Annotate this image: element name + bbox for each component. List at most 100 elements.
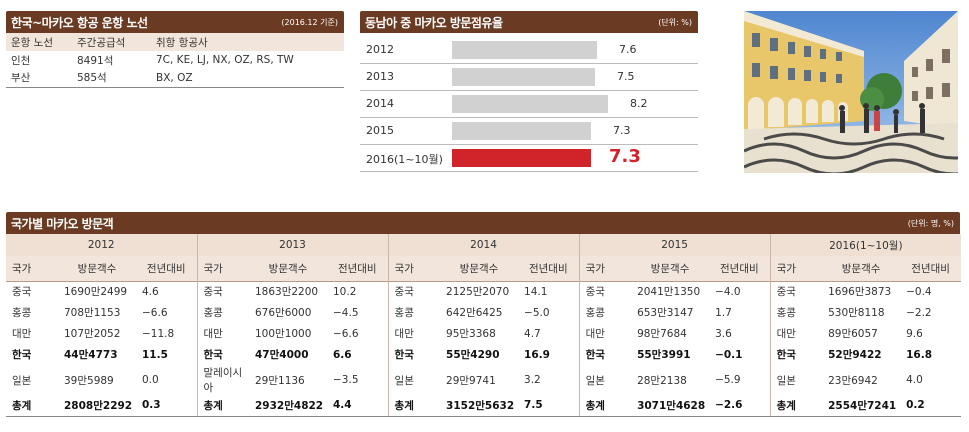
share-divider xyxy=(360,90,698,91)
country-cell: 홍콩 xyxy=(387,302,441,323)
route-title: 한국~마카오 항공 운항 노선 xyxy=(11,15,148,30)
share-value: 7.6 xyxy=(619,43,637,56)
country-cell: 중국 xyxy=(769,281,823,302)
country-cell: 대만 xyxy=(387,323,441,344)
country-cell: 총계 xyxy=(6,395,58,417)
visitors-cell: 1690만2499 xyxy=(64,286,128,299)
visitors-cell: 2041만1350 xyxy=(637,286,701,299)
change-cell: −5.0 xyxy=(524,306,550,319)
change-cell: 0.2 xyxy=(900,395,962,417)
change-cell: 4.7 xyxy=(524,327,541,340)
sub-header: 국가 xyxy=(6,256,58,281)
route-col-header: 운항 노선 xyxy=(6,33,72,51)
visitors-panel: 국가별 마카오 방문객 (단위: 명, %) 2012 2013 2014 2015 2… xyxy=(6,212,962,417)
change-cell: −4.0 xyxy=(715,285,741,298)
share-divider xyxy=(360,117,698,118)
share-year-label: 2012 xyxy=(366,43,394,56)
share-value: 7.3 xyxy=(609,146,641,167)
share-title: 동남아 중 마카오 방문점유율 xyxy=(365,15,503,30)
country-cell: 홍콩 xyxy=(196,302,249,323)
change-cell: −6.6 xyxy=(142,306,168,319)
route-col-header: 주간공급석 xyxy=(72,33,151,51)
table-row: 일본 39만5989 0.0 말레이시아 29만1136 −3.5 일본 29만9741 3.2… xyxy=(6,365,961,395)
share-bar xyxy=(452,41,597,59)
table-row: 한국 44만4773 11.5 한국 47만4000 6.6 한국 55만4290 16.9 한국… xyxy=(6,344,961,365)
country-cell: 일본 xyxy=(12,374,32,387)
visitors-cell: 28만2138 xyxy=(637,374,687,387)
visitors-cell: 3152만5632 xyxy=(440,395,519,417)
route-cell: 8491석 xyxy=(77,54,114,67)
change-cell: 6.6 xyxy=(333,348,352,361)
share-row: 2012 7.6 xyxy=(360,39,698,61)
sub-header: 전년대비 xyxy=(518,256,580,281)
visitors-cell: 100만1000 xyxy=(255,328,312,340)
change-cell: −5.9 xyxy=(715,374,741,386)
table-row: 총계 2808만2292 0.3 총계 2932만4822 4.4 총계 3152만5632 7… xyxy=(6,395,962,417)
change-cell: 14.1 xyxy=(524,285,548,298)
visitors-cell: 3071만4628 xyxy=(631,395,710,417)
sub-header: 국가 xyxy=(387,256,441,281)
sub-header: 국가 xyxy=(769,256,823,281)
country-cell: 한국 xyxy=(578,344,632,365)
year-header: 2012 xyxy=(6,234,197,256)
change-cell: 16.8 xyxy=(906,348,933,361)
change-cell: −4.5 xyxy=(333,306,359,319)
share-unit: (단위: %) xyxy=(658,17,692,27)
sub-header: 방문객수 xyxy=(249,256,327,281)
visitors-cell: 29만9741 xyxy=(446,374,496,387)
country-cell: 중국 xyxy=(12,286,32,299)
sub-header: 국가 xyxy=(578,256,632,281)
visitors-cell: 2554만7241 xyxy=(822,395,901,417)
visitors-cell: 1863만2200 xyxy=(255,286,319,299)
sub-header: 방문객수 xyxy=(822,256,901,281)
country-cell: 중국 xyxy=(196,281,249,302)
route-col-header: 취항 항공사 xyxy=(151,33,344,51)
visitors-cell: 55만4290 xyxy=(446,349,500,361)
route-row: 부산 585석 BX, OZ xyxy=(6,69,344,88)
route-header: 한국~마카오 항공 운항 노선 (2016.12 기준) xyxy=(6,11,344,33)
share-header: 동남아 중 마카오 방문점유율 (단위: %) xyxy=(360,11,698,33)
change-cell: 10.2 xyxy=(333,285,357,298)
share-bar xyxy=(452,122,591,140)
visitors-cell: 676만6000 xyxy=(255,307,312,319)
share-year-label: 2013 xyxy=(366,70,394,83)
visitors-cell: 29만1136 xyxy=(255,374,305,387)
share-divider xyxy=(360,144,698,145)
change-cell: −3.5 xyxy=(333,374,359,386)
visitors-cell: 653만3147 xyxy=(637,307,694,319)
country-cell: 한국 xyxy=(12,349,32,361)
change-cell: 16.9 xyxy=(524,348,550,361)
year-header: 2016(1~10월) xyxy=(769,234,962,256)
change-cell: 4.4 xyxy=(327,395,389,417)
sub-header: 방문객수 xyxy=(440,256,519,281)
share-row: 2015 7.3 xyxy=(360,120,698,142)
share-row: 2014 8.2 xyxy=(360,93,698,115)
share-row: 2013 7.5 xyxy=(360,66,698,88)
country-cell: 대만 xyxy=(12,328,32,340)
change-cell: 11.5 xyxy=(142,348,168,361)
route-cell: 인천 xyxy=(11,54,31,67)
sub-header: 방문객수 xyxy=(58,256,136,281)
route-note: (2016.12 기준) xyxy=(281,17,338,27)
visitors-cell: 530만8118 xyxy=(828,307,885,319)
country-cell: 총계 xyxy=(387,395,441,417)
sub-header-row: 국가 방문객수 전년대비 국가 방문객수 전년대비 국가 방문객수 전년대비 국가 방문객수 전년대비… xyxy=(6,256,962,281)
year-header: 2014 xyxy=(387,234,580,256)
route-table: 운항 노선 주간공급석 취항 항공사 인천 8491석 7C, KE, LJ, … xyxy=(6,33,344,88)
country-cell: 홍콩 xyxy=(12,307,32,319)
visitors-cell: 107만2052 xyxy=(64,328,121,340)
change-cell: 7.5 xyxy=(518,395,580,417)
country-cell: 중국 xyxy=(387,281,441,302)
visitors-cell: 2125만2070 xyxy=(446,286,510,299)
share-divider xyxy=(360,171,698,172)
country-cell: 홍콩 xyxy=(578,302,632,323)
change-cell: 0.0 xyxy=(142,374,159,386)
country-cell: 한국 xyxy=(769,344,823,365)
visitors-title: 국가별 마카오 방문객 xyxy=(11,216,114,231)
visitors-cell: 2932만4822 xyxy=(249,395,327,417)
visitors-cell: 2808만2292 xyxy=(58,395,136,417)
country-cell: 대만 xyxy=(769,323,823,344)
share-bar xyxy=(452,95,608,113)
change-cell: 4.0 xyxy=(906,374,923,386)
share-bar xyxy=(452,149,591,167)
